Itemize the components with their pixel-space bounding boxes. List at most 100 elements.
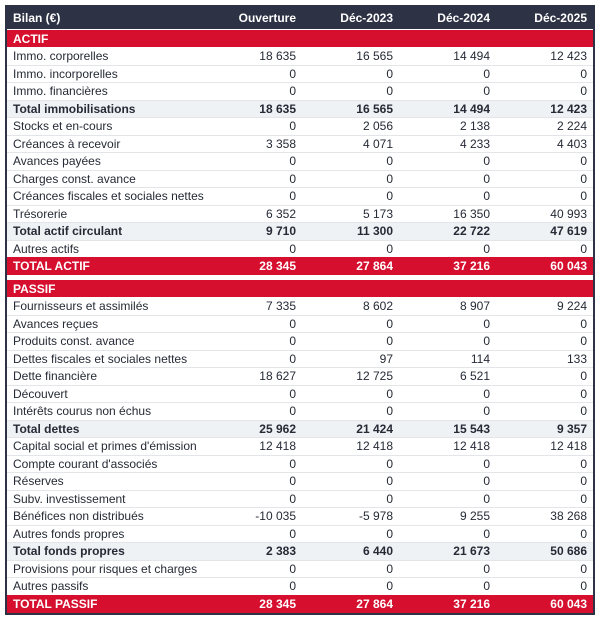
row-label: Trésorerie xyxy=(13,206,68,221)
cell-value: 0 xyxy=(483,84,490,99)
section-band: PASSIF xyxy=(7,280,593,297)
cell-value: 0 xyxy=(386,334,393,349)
cell-value: 16 565 xyxy=(356,48,393,63)
cell-value: 0 xyxy=(580,561,587,576)
cell-value: 7 335 xyxy=(265,298,296,313)
table-header-row: Bilan (€) Ouverture Déc-2023 Déc-2024 Dé… xyxy=(7,7,593,30)
cell-value: 4 233 xyxy=(459,136,490,151)
table-row: Immo. corporelles 18 635 16 565 14 494 12 42… xyxy=(7,47,593,65)
subtotal-row: Total fonds propres 2 383 6 440 21 673 50 68… xyxy=(7,542,593,560)
cell-value: 14 494 xyxy=(453,101,490,116)
column-header-dec-2023: Déc-2023 xyxy=(340,11,393,25)
column-header-dec-2024: Déc-2024 xyxy=(437,11,490,25)
cell-value: 0 xyxy=(289,561,296,576)
cell-value: 12 418 xyxy=(550,439,587,454)
row-label: Produits const. avance xyxy=(13,334,135,349)
cell-value: 8 602 xyxy=(362,298,393,313)
cell-value: 5 173 xyxy=(362,206,393,221)
cell-value: 12 725 xyxy=(356,369,393,384)
cell-value: 40 993 xyxy=(550,206,587,221)
row-label: Capital social et primes d'émission xyxy=(13,439,197,454)
cell-value: 0 xyxy=(580,189,587,204)
cell-value: 0 xyxy=(289,351,296,366)
table-title: Bilan (€) xyxy=(13,11,61,25)
cell-value: 0 xyxy=(483,579,490,594)
row-label: Créances à recevoir xyxy=(13,136,121,151)
cell-value: 0 xyxy=(580,316,587,331)
cell-value: 0 xyxy=(386,386,393,401)
cell-value: 4 071 xyxy=(362,136,393,151)
cell-value: 18 635 xyxy=(259,48,296,63)
row-label: Bénéfices non distribués xyxy=(13,509,144,524)
cell-value: 28 345 xyxy=(259,596,296,611)
cell-value: 2 138 xyxy=(459,119,490,134)
table-row: Découvert 0 0 0 0 xyxy=(7,384,593,402)
table-row: Capital social et primes d'émission 12 41… xyxy=(7,437,593,455)
cell-value: 0 xyxy=(386,66,393,81)
cell-value: 0 xyxy=(483,386,490,401)
row-label: Total actif circulant xyxy=(13,224,123,239)
row-label: Provisions pour risques et charges xyxy=(13,561,198,576)
cell-value: 50 686 xyxy=(550,544,587,559)
cell-value: 2 224 xyxy=(556,119,587,134)
cell-value: 0 xyxy=(580,84,587,99)
cell-value: 0 xyxy=(289,386,296,401)
row-label: Immo. corporelles xyxy=(13,48,109,63)
cell-value: 6 440 xyxy=(362,544,393,559)
table-row: Avances payées 0 0 0 0 xyxy=(7,152,593,170)
row-label: Dettes fiscales et sociales nettes xyxy=(13,351,188,366)
cell-value: 0 xyxy=(386,171,393,186)
table-row: Stocks et en-cours 0 2 056 2 138 2 224 xyxy=(7,117,593,135)
cell-value: 27 864 xyxy=(356,596,393,611)
cell-value: 60 043 xyxy=(550,259,587,273)
cell-value: 0 xyxy=(386,154,393,169)
cell-value: 0 xyxy=(483,171,490,186)
cell-value: 4 403 xyxy=(556,136,587,151)
table-row: Trésorerie 6 352 5 173 16 350 40 993 xyxy=(7,204,593,222)
cell-value: 133 xyxy=(566,351,587,366)
cell-value: 0 xyxy=(386,474,393,489)
cell-value: 0 xyxy=(580,171,587,186)
cell-value: 0 xyxy=(483,334,490,349)
cell-value: 0 xyxy=(483,189,490,204)
cell-value: 0 xyxy=(386,189,393,204)
cell-value: 0 xyxy=(580,404,587,419)
cell-value: 0 xyxy=(386,456,393,471)
cell-value: 21 673 xyxy=(453,544,490,559)
row-label: Avances reçues xyxy=(13,316,99,331)
cell-value: 47 619 xyxy=(550,224,587,239)
table-row: Intérêts courus non échus 0 0 0 0 xyxy=(7,402,593,420)
cell-value: 0 xyxy=(580,386,587,401)
cell-value: 0 xyxy=(580,66,587,81)
row-label: PASSIF xyxy=(13,281,56,296)
cell-value: 0 xyxy=(483,456,490,471)
row-label: Immo. financières xyxy=(13,84,108,99)
cell-value: 0 xyxy=(386,491,393,506)
cell-value: 0 xyxy=(580,579,587,594)
section-gap xyxy=(7,275,593,280)
table-row: Créances à recevoir 3 358 4 071 4 233 4 403 xyxy=(7,134,593,152)
table-row: Bénéfices non distribués -10 035 -5 978 9 2… xyxy=(7,507,593,525)
row-label: Subv. investissement xyxy=(13,491,126,506)
cell-value: 0 xyxy=(289,316,296,331)
cell-value: 9 224 xyxy=(556,298,587,313)
cell-value: 16 565 xyxy=(356,101,393,116)
total-row: TOTAL PASSIF 28 345 27 864 37 216 60 043 xyxy=(7,594,593,613)
cell-value: 0 xyxy=(580,154,587,169)
row-label: Avances payées xyxy=(13,154,101,169)
table-row: Immo. financières 0 0 0 0 xyxy=(7,82,593,100)
table-row: Fournisseurs et assimilés 7 335 8 602 8 907… xyxy=(7,297,593,315)
table-row: Créances fiscales et sociales nettes 0 0 0 0 xyxy=(7,187,593,205)
cell-value: 0 xyxy=(580,334,587,349)
cell-value: 12 418 xyxy=(453,439,490,454)
cell-value: 0 xyxy=(289,119,296,134)
cell-value: 0 xyxy=(483,526,490,541)
cell-value: 6 521 xyxy=(459,369,490,384)
table-row: Réserves 0 0 0 0 xyxy=(7,472,593,490)
cell-value: 0 xyxy=(580,241,587,256)
row-label: ACTIF xyxy=(13,31,49,46)
cell-value: 18 627 xyxy=(259,369,296,384)
cell-value: 12 423 xyxy=(550,48,587,63)
cell-value: 0 xyxy=(386,526,393,541)
cell-value: 0 xyxy=(386,579,393,594)
